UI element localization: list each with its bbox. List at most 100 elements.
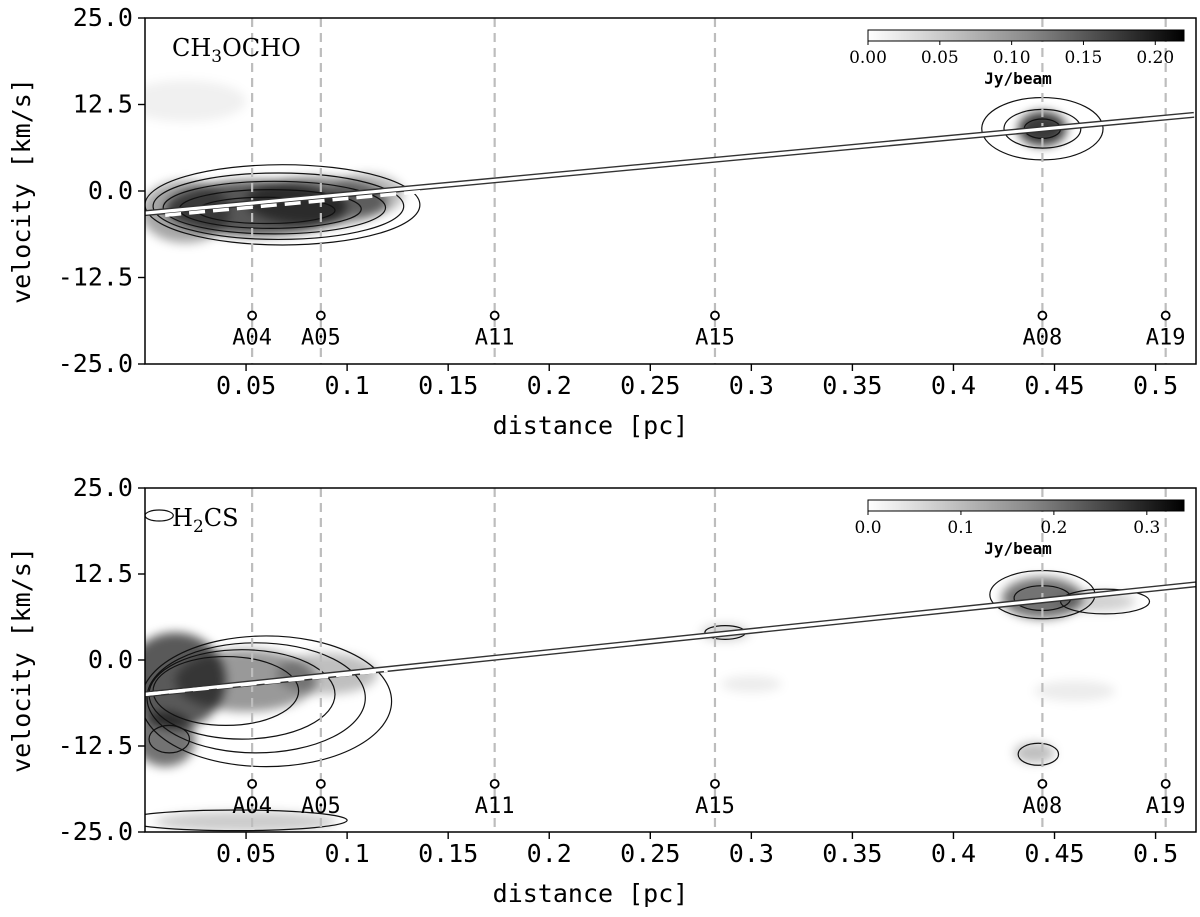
source-label-a15: A15 [695,794,735,819]
x-tick-label: 0.25 [620,371,680,400]
source-marker-a05 [315,310,326,321]
colorbar-tick-label: 0.1 [947,518,974,538]
emission-blob [1034,680,1116,702]
panel-h2cs: A04 A05 A11 A15 A08 A19 25.0 12.5 0.0 -12.5 -25.0 0… [7,473,1197,908]
source-label-a05: A05 [301,326,341,351]
source-label-a11: A11 [475,794,515,819]
x-tick-label: 0.4 [931,371,976,400]
plot-content: A04 A05 A11 A15 A08 A19 [145,488,1196,832]
molecule-label-sub: 2 [193,517,204,537]
x-tick-label: 0.2 [527,371,572,400]
panel-ch3ocho: A04 A05 A11 A15 A08 A19 25.0 12.5 0.0 -12.5 -25.0 0… [7,3,1197,440]
x-tick-label: 0.5 [1133,839,1178,868]
x-tick-label: 0.35 [822,371,882,400]
contour-line [146,642,366,754]
x-tick-label: 0.5 [1133,371,1178,400]
y-tick-label: 25.0 [73,3,133,32]
x-tick-label: 0.1 [325,839,370,868]
contour-line [1059,588,1151,615]
x-tick-label: 0.05 [216,371,276,400]
colorbar-tick-label: 0.2 [1040,518,1067,538]
x-tick-label: 0.25 [620,839,680,868]
y-tick-label: -25.0 [58,349,133,378]
colorbar-tick-label: 0.15 [1065,48,1103,68]
emission-blob [155,811,338,832]
y-tick-label: -12.5 [58,731,133,760]
source-label-a08: A08 [1023,794,1063,819]
source-label-a15: A15 [695,326,735,351]
y-tick-label: 12.5 [73,90,133,119]
colorbar-tick-label: 0.05 [921,48,959,68]
source-marker-a19 [1160,310,1171,321]
emission-blob [721,675,782,693]
x-tick-label: 0.15 [418,839,478,868]
source-marker-a19 [1160,778,1171,789]
source-marker-a05 [315,778,326,789]
x-tick-label: 0.3 [729,839,774,868]
colorbar [867,499,1185,512]
source-marker-a04 [247,310,258,321]
contour-line [145,509,174,522]
contour-line [152,172,405,241]
x-tick-label: 0.1 [325,371,370,400]
source-label-a05: A05 [301,794,341,819]
y-tick-label: 12.5 [73,559,133,588]
local-fit-line [165,189,429,217]
colorbar-unit-label: Jy/beam [984,539,1052,558]
contour-line [145,635,393,768]
source-marker-a15 [710,310,720,321]
contour-line [145,809,348,832]
source-label-a11: A11 [475,326,515,351]
contour-line [148,724,191,754]
source-label-a19: A19 [1146,794,1186,819]
source-marker-a08 [1037,310,1048,321]
molecule-label-base: CH [172,34,211,62]
source-marker-a11 [489,310,500,321]
x-tick-label: 0.4 [931,839,976,868]
x-tick-label: 0.05 [216,839,276,868]
molecule-label-sub: 3 [211,47,222,67]
x-tick-label: 0.3 [729,371,774,400]
y-tick-label: 0.0 [88,176,133,205]
emission-blob [145,80,247,122]
y-tick-label: -12.5 [58,263,133,292]
contour-line [1017,742,1060,766]
colorbar [867,29,1185,42]
fit-line-gap [145,113,1195,215]
x-tick-label: 0.35 [822,839,882,868]
source-marker-a08 [1037,778,1048,789]
colorbar-tick-label: 0.20 [1136,48,1174,68]
y-axis-label: velocity [km/s] [7,547,36,773]
x-axis-label: distance [pc] [493,879,689,908]
x-axis-label: distance [pc] [493,411,689,440]
x-tick-label: 0.45 [1024,839,1084,868]
colorbar-tick-label: 0.10 [993,48,1031,68]
x-tick-label: 0.45 [1024,371,1084,400]
source-label-a04: A04 [232,326,272,351]
local-fit-line [145,668,388,697]
molecule-label: H2CS [172,504,239,537]
molecule-label-rest: CS [204,504,239,532]
molecule-label-base: H [172,504,193,532]
source-label-a08: A08 [1023,326,1063,351]
colorbar-tick-label: 0.00 [849,48,887,68]
x-tick-label: 0.15 [418,371,478,400]
colorbar-tick-label: 0.0 [854,518,881,538]
molecule-label-rest: OCHO [222,34,301,62]
y-tick-label: -25.0 [58,817,133,846]
emission-blob [1014,742,1055,764]
source-marker-a11 [489,778,500,789]
source-marker-a04 [247,778,258,789]
contour-line [162,180,387,235]
emission-blob [145,711,196,767]
source-label-a04: A04 [232,794,272,819]
source-lines [251,18,1167,364]
source-label-a19: A19 [1146,326,1186,351]
colorbar-tick-label: 0.3 [1133,518,1160,538]
x-tick-label: 0.2 [527,839,572,868]
source-marker-a15 [710,778,720,789]
y-axis-label: velocity [km/s] [7,78,36,304]
emission-map [145,577,1136,832]
colorbar-unit-label: Jy/beam [984,69,1052,88]
